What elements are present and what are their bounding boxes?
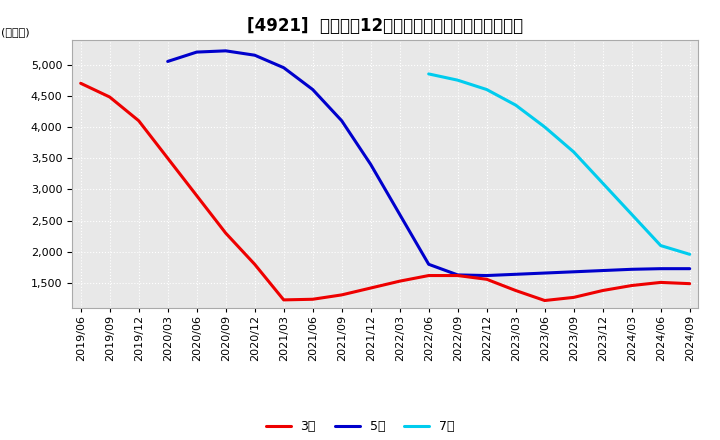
3年 [192, 193, 201, 198]
5年 [279, 65, 288, 70]
5年 [366, 162, 375, 167]
Line: 3年: 3年 [81, 83, 690, 301]
3年 [511, 288, 520, 293]
5年 [251, 52, 259, 58]
3年 [366, 286, 375, 291]
5年 [454, 272, 462, 278]
Line: 5年: 5年 [168, 51, 690, 275]
5年 [598, 268, 607, 273]
3年 [279, 297, 288, 303]
3年 [424, 273, 433, 278]
3年 [570, 295, 578, 300]
7年 [570, 149, 578, 154]
3年 [627, 283, 636, 288]
3年 [657, 280, 665, 285]
7年 [454, 77, 462, 83]
5年 [541, 271, 549, 276]
3年 [135, 118, 143, 123]
5年 [308, 87, 317, 92]
3年 [541, 298, 549, 303]
5年 [424, 262, 433, 267]
7年 [657, 243, 665, 248]
3年 [105, 95, 114, 100]
Title: [4921]  経常利益12か月移動合計の標準偏差の推移: [4921] 経常利益12か月移動合計の標準偏差の推移 [247, 17, 523, 35]
3年 [163, 156, 172, 161]
7年 [627, 212, 636, 217]
7年 [511, 103, 520, 108]
5年 [657, 266, 665, 271]
7年 [685, 252, 694, 257]
Y-axis label: (百万円): (百万円) [1, 27, 30, 37]
7年 [541, 125, 549, 130]
3年 [482, 277, 491, 282]
5年 [685, 266, 694, 271]
5年 [511, 271, 520, 277]
3年 [454, 273, 462, 278]
7年 [598, 180, 607, 186]
7年 [482, 87, 491, 92]
3年 [338, 292, 346, 297]
5年 [482, 273, 491, 278]
3年 [598, 288, 607, 293]
3年 [395, 279, 404, 284]
3年 [251, 262, 259, 267]
5年 [221, 48, 230, 54]
5年 [163, 59, 172, 64]
3年 [76, 81, 85, 86]
5年 [570, 269, 578, 275]
5年 [192, 49, 201, 55]
3年 [685, 281, 694, 286]
Legend: 3年, 5年, 7年: 3年, 5年, 7年 [261, 415, 459, 438]
5年 [395, 212, 404, 217]
5年 [338, 118, 346, 123]
5年 [627, 267, 636, 272]
7年 [424, 71, 433, 77]
Line: 7年: 7年 [428, 74, 690, 254]
3年 [221, 231, 230, 236]
3年 [308, 297, 317, 302]
